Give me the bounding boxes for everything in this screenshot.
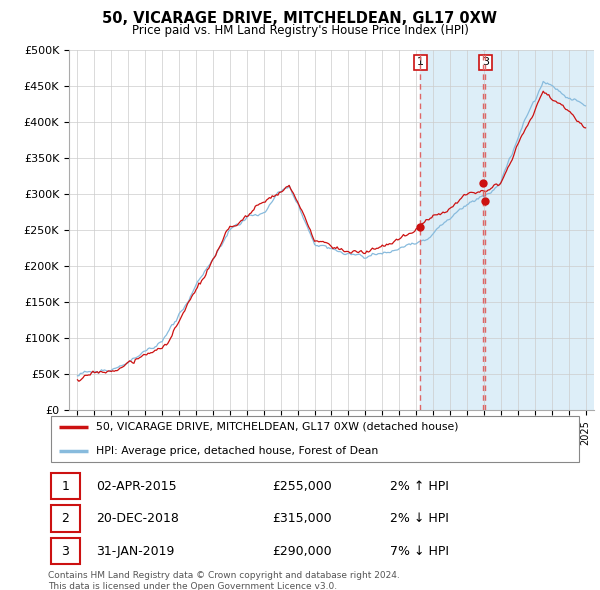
FancyBboxPatch shape — [50, 506, 80, 532]
Text: £315,000: £315,000 — [272, 512, 332, 525]
FancyBboxPatch shape — [50, 538, 80, 564]
Text: 2% ↑ HPI: 2% ↑ HPI — [390, 480, 449, 493]
Text: 50, VICARAGE DRIVE, MITCHELDEAN, GL17 0XW (detached house): 50, VICARAGE DRIVE, MITCHELDEAN, GL17 0X… — [96, 422, 458, 432]
Bar — [421, 50, 594, 410]
Text: 2: 2 — [61, 512, 69, 525]
FancyBboxPatch shape — [50, 473, 80, 499]
Text: 1: 1 — [61, 480, 69, 493]
Text: 3: 3 — [482, 57, 489, 67]
Text: 50, VICARAGE DRIVE, MITCHELDEAN, GL17 0XW: 50, VICARAGE DRIVE, MITCHELDEAN, GL17 0X… — [103, 11, 497, 25]
Text: 2% ↓ HPI: 2% ↓ HPI — [390, 512, 449, 525]
Text: 02-APR-2015: 02-APR-2015 — [96, 480, 176, 493]
Text: 1: 1 — [417, 57, 424, 67]
Text: £255,000: £255,000 — [272, 480, 332, 493]
Text: Price paid vs. HM Land Registry's House Price Index (HPI): Price paid vs. HM Land Registry's House … — [131, 24, 469, 37]
Text: 7% ↓ HPI: 7% ↓ HPI — [390, 545, 449, 558]
Text: Contains HM Land Registry data © Crown copyright and database right 2024.
This d: Contains HM Land Registry data © Crown c… — [48, 571, 400, 590]
Text: 3: 3 — [61, 545, 69, 558]
Text: 31-JAN-2019: 31-JAN-2019 — [96, 545, 175, 558]
Text: HPI: Average price, detached house, Forest of Dean: HPI: Average price, detached house, Fore… — [96, 446, 379, 456]
FancyBboxPatch shape — [50, 416, 580, 462]
Text: £290,000: £290,000 — [272, 545, 332, 558]
Text: 20-DEC-2018: 20-DEC-2018 — [96, 512, 179, 525]
